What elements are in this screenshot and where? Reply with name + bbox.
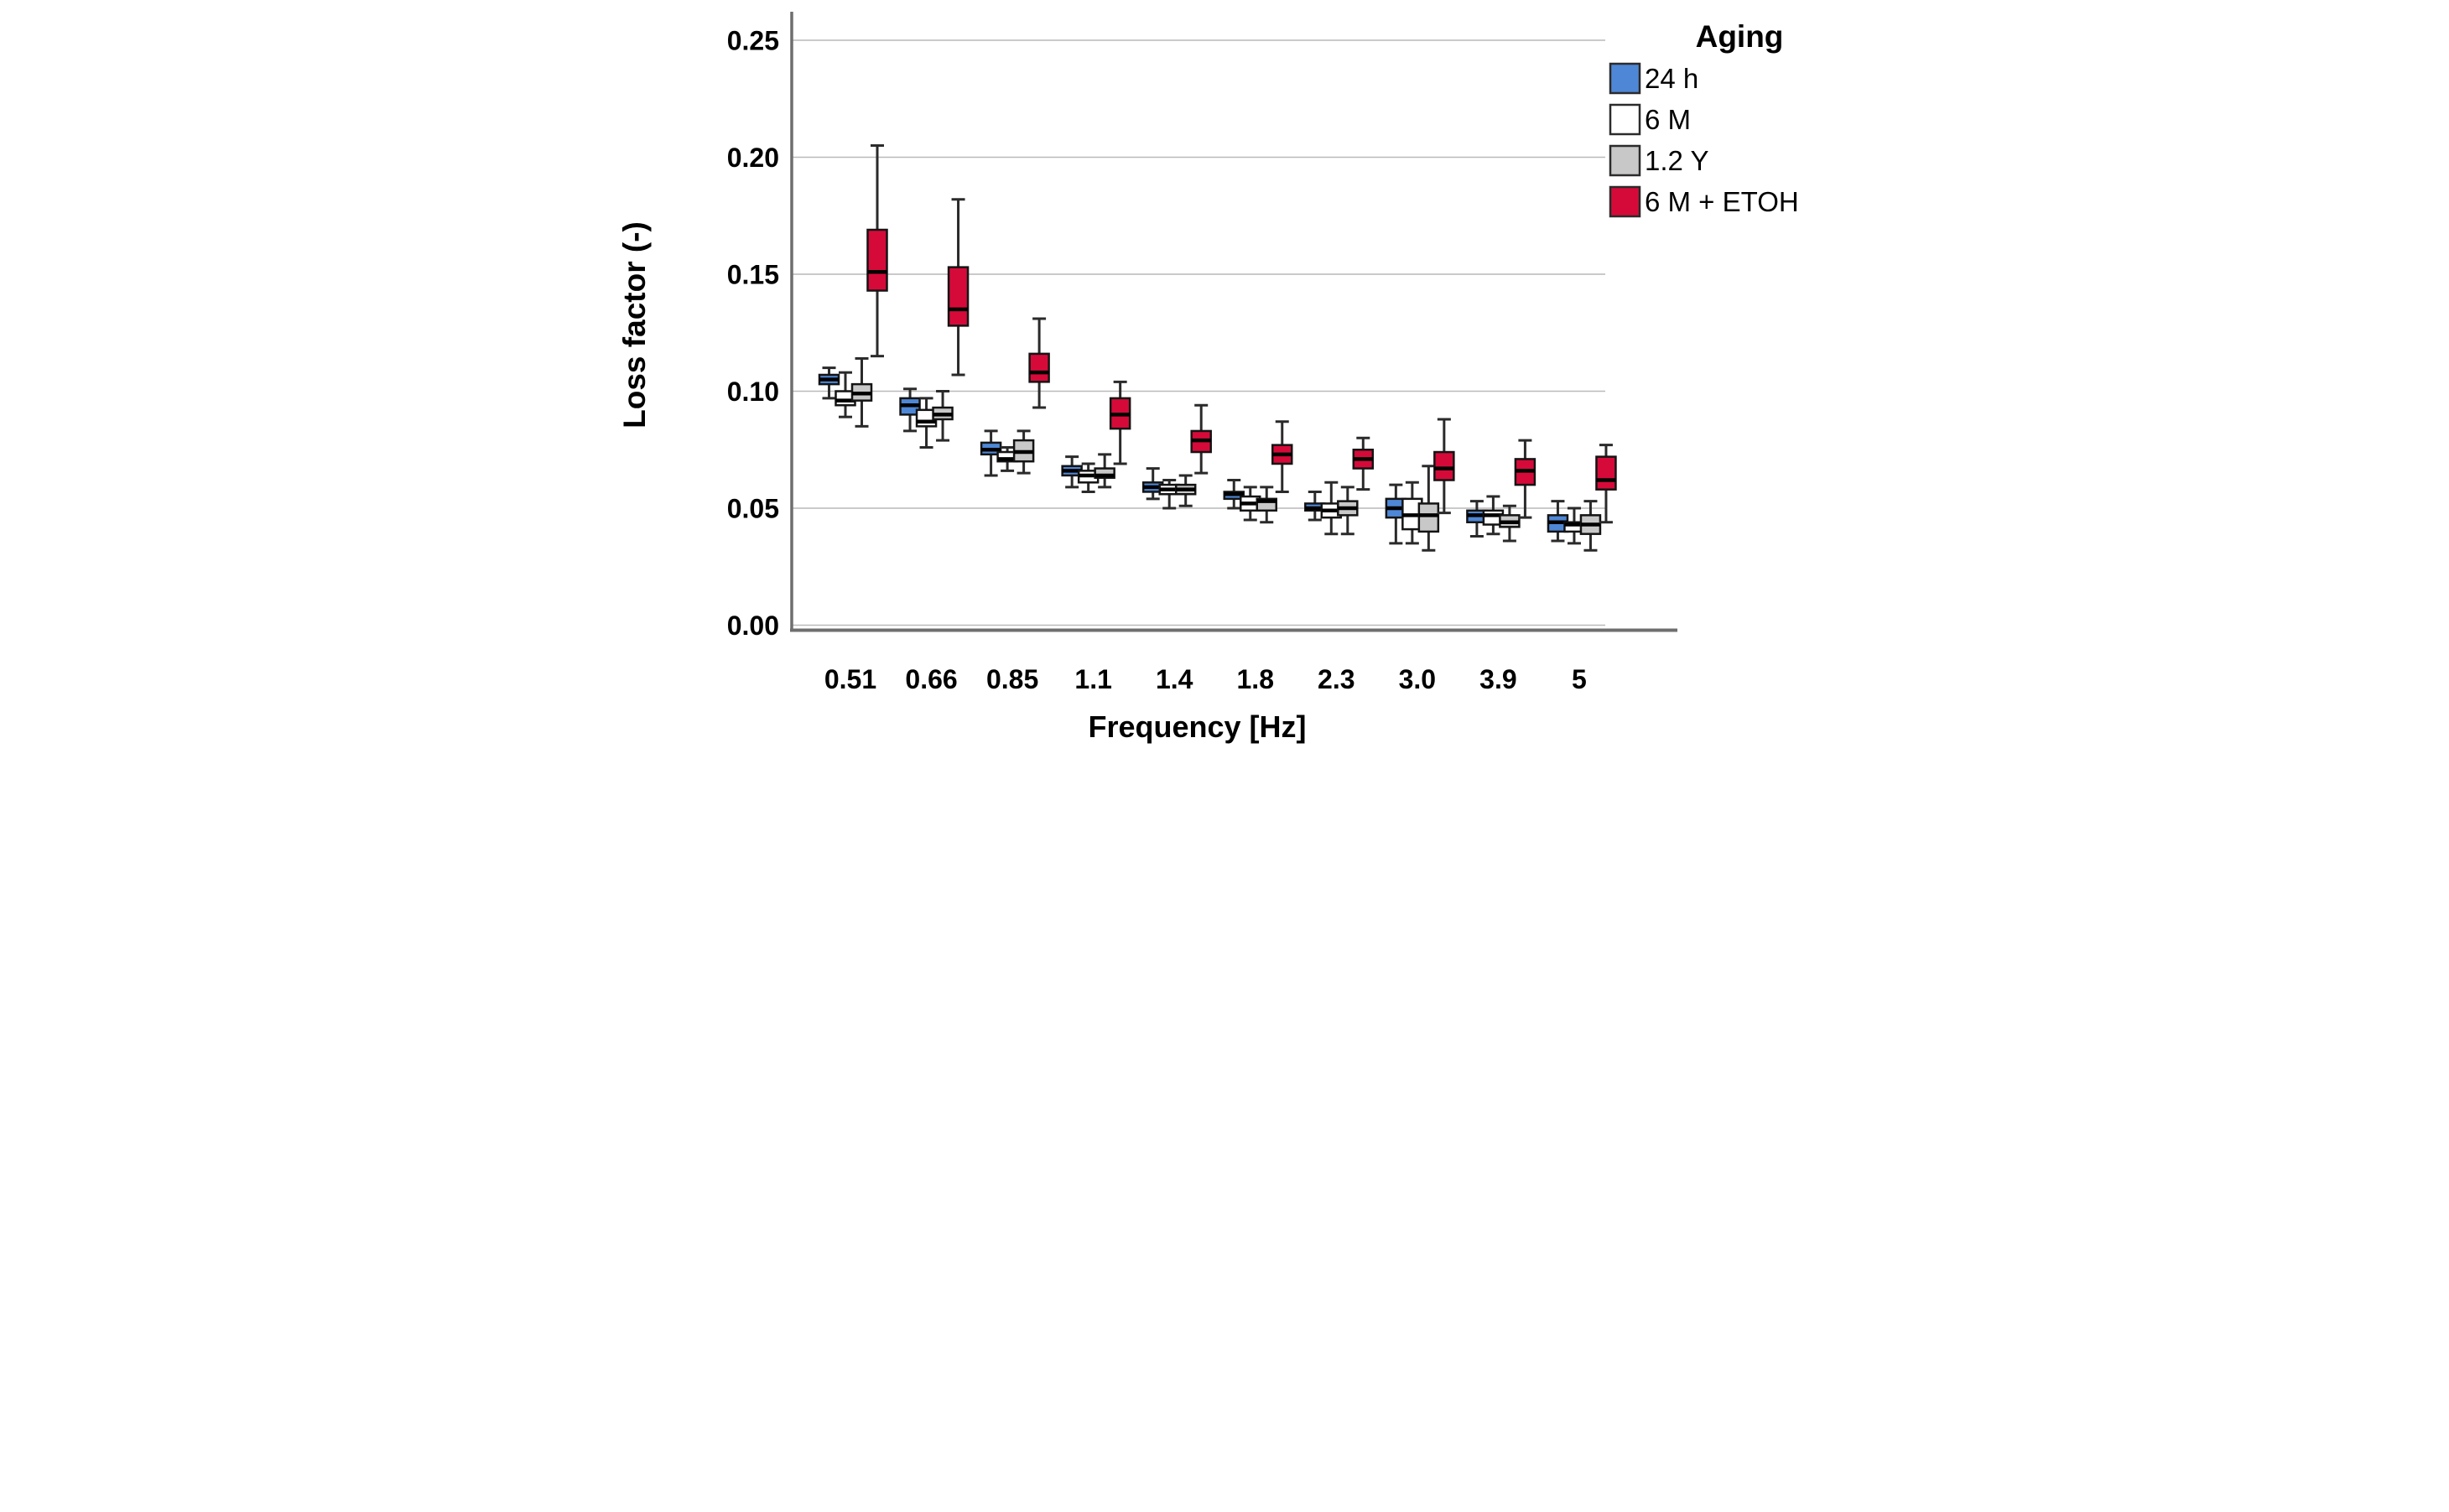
x-tick-label-1.1: 1.1 (1074, 664, 1111, 694)
legend-swatch-6-m-etoh (1609, 185, 1641, 218)
x-tick-label-1.4: 1.4 (1156, 664, 1193, 694)
page: 0.00 0.05 0.10 0.15 0.20 0.25 0.51 0.66 0.85 1.1 1… (612, 0, 1837, 756)
box-24-h-0.85 (980, 429, 1002, 477)
box-24-h-1.8 (1223, 479, 1245, 510)
box-1.2-y-1.1 (1094, 453, 1115, 489)
box-layer (818, 144, 1617, 552)
legend-swatch-24-h (1609, 62, 1641, 95)
x-tick-label-0.51: 0.51 (824, 664, 876, 694)
y-tick-label-0.15: 0.15 (727, 260, 779, 290)
box-1.2-y-3.0 (1417, 465, 1440, 552)
box-1.2-y-1.8 (1256, 486, 1277, 524)
box-1.2-y-5 (1579, 500, 1602, 552)
x-tick-label-2.3: 2.3 (1318, 664, 1354, 694)
box-1.2-y-1.4 (1174, 474, 1197, 507)
box-24-h-3.0 (1385, 483, 1407, 545)
axis-layer (790, 12, 1677, 632)
legend-label-6-m-etoh: 6 M + ETOH (1645, 186, 1799, 217)
box-1.2-y-0.66 (932, 390, 954, 442)
box-24-h-5 (1547, 500, 1569, 543)
chart-canvas: 0.00 0.05 0.10 0.15 0.20 0.25 0.51 0.66 0.85 1.1 1… (612, 0, 1837, 756)
box-1.2-y-2.3 (1337, 486, 1359, 536)
box-6-m-etoh-5 (1595, 444, 1617, 524)
box-6-m-etoh-0.51 (866, 144, 888, 358)
legend-swatch-1.2-y (1609, 144, 1641, 177)
box-6-m-etoh-3.9 (1514, 439, 1536, 519)
x-tick-label-5: 5 (1572, 664, 1587, 694)
box-6-m-etoh-3.0 (1433, 418, 1455, 515)
x-tick-label-1.8: 1.8 (1237, 664, 1274, 694)
box-1.2-y-3.9 (1499, 504, 1521, 543)
box-6-m-etoh-0.85 (1028, 317, 1050, 409)
box-1.2-y-0.85 (1012, 429, 1035, 475)
y-tick-label-0.10: 0.10 (727, 377, 779, 407)
x-axis-title: Frequency [Hz] (1088, 709, 1306, 744)
y-tick-label-0.05: 0.05 (727, 494, 779, 524)
tick-layer: 0.00 0.05 0.10 0.15 0.20 0.25 0.51 0.66 0.85 1.1 1… (727, 26, 1587, 695)
legend: 24 h 6 M 1.2 Y 6 M + ETOH (1609, 62, 1799, 218)
legend-label-24-h: 24 h (1645, 63, 1698, 94)
y-tick-label-0.25: 0.25 (727, 26, 779, 56)
x-tick-label-3.0: 3.0 (1399, 664, 1436, 694)
box-6-m-etoh-1.8 (1271, 420, 1293, 493)
legend-label-1.2-y: 1.2 Y (1645, 145, 1708, 176)
box-1.2-y-0.51 (850, 356, 873, 428)
legend-swatch-6-m (1609, 103, 1641, 136)
boxplot-figure: 0.00 0.05 0.10 0.15 0.20 0.25 0.51 0.66 0.85 1.1 1… (612, 0, 1837, 756)
y-axis-title: Loss factor (-) (617, 221, 652, 429)
x-tick-label-3.9: 3.9 (1479, 664, 1516, 694)
box-24-h-0.51 (818, 366, 840, 400)
y-tick-label-0.20: 0.20 (727, 143, 779, 173)
x-tick-label-0.85: 0.85 (986, 664, 1038, 694)
box-24-h-0.66 (899, 387, 921, 433)
legend-title: Aging (1696, 19, 1784, 54)
y-tick-label-0.00: 0.00 (727, 611, 779, 641)
box-6-m-etoh-1.4 (1190, 403, 1212, 475)
box-6-m-etoh-2.3 (1352, 436, 1375, 491)
box-6-m-etoh-1.1 (1109, 380, 1131, 465)
grid-layer (791, 39, 1605, 626)
x-tick-label-0.66: 0.66 (905, 664, 957, 694)
legend-label-6-m: 6 M (1645, 104, 1691, 135)
box-6-m-etoh-0.66 (947, 198, 970, 377)
box-6-m-5 (1563, 507, 1585, 545)
